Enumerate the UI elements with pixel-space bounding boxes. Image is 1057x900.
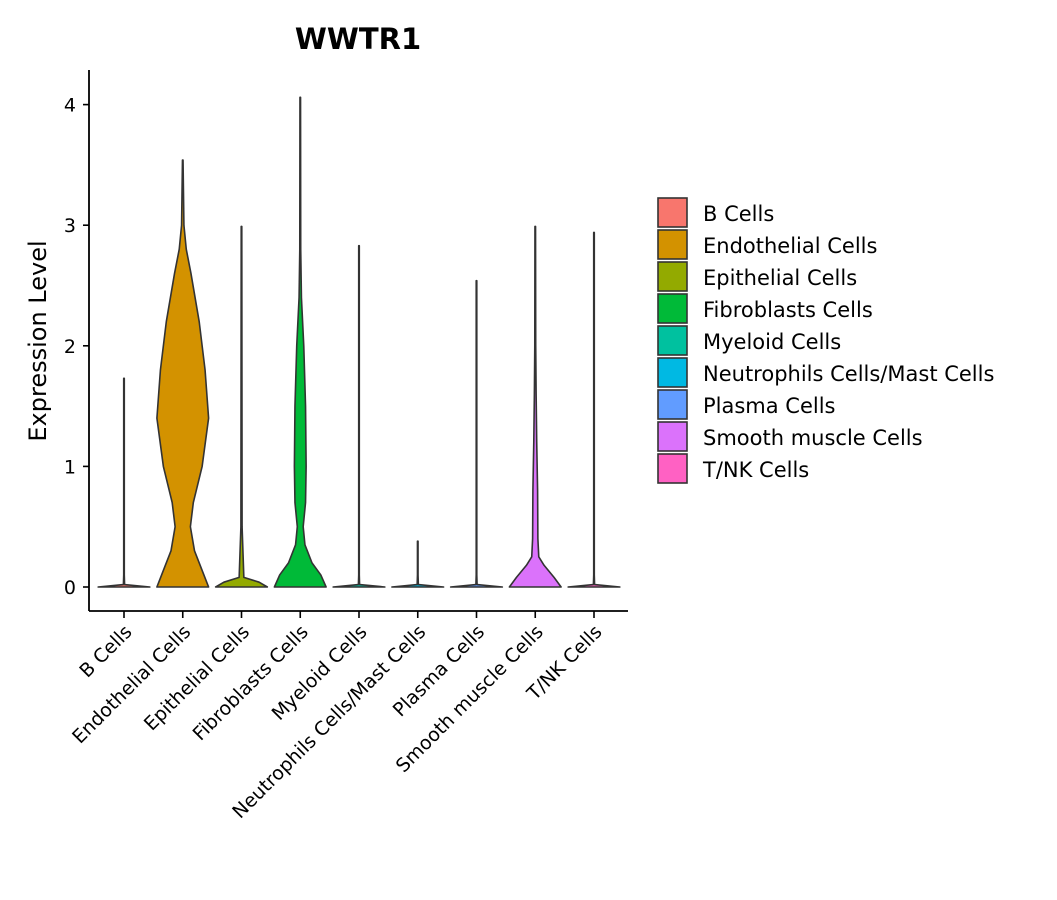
legend-label: Epithelial Cells bbox=[703, 266, 857, 290]
legend: B Cells Endothelial Cells Epithelial Cells… bbox=[657, 197, 994, 484]
legend-label: Plasma Cells bbox=[703, 394, 836, 418]
y-tick-label: 3 bbox=[64, 215, 76, 237]
legend-label: Fibroblasts Cells bbox=[703, 298, 873, 322]
legend-key bbox=[657, 357, 688, 388]
legend-key bbox=[657, 389, 688, 420]
y-tick-label: 0 bbox=[64, 577, 76, 599]
violin-5 bbox=[391, 540, 445, 588]
violin-6 bbox=[449, 279, 504, 588]
y-tick-label: 4 bbox=[64, 95, 76, 117]
violins-group bbox=[97, 96, 621, 588]
violin-4 bbox=[332, 244, 386, 588]
violin-1 bbox=[156, 159, 210, 588]
legend-label: B Cells bbox=[703, 202, 774, 226]
x-tick-label: Epithelial Cells bbox=[140, 621, 254, 735]
y-tick-label: 2 bbox=[64, 336, 76, 358]
violin-2 bbox=[214, 225, 269, 588]
legend-key bbox=[657, 261, 688, 292]
legend-key bbox=[657, 421, 688, 452]
legend-label: Neutrophils Cells/Mast Cells bbox=[703, 362, 994, 386]
violin-7 bbox=[508, 225, 562, 588]
legend-label: T/NK Cells bbox=[702, 458, 809, 482]
legend-label: Myeloid Cells bbox=[703, 330, 841, 354]
legend-label: Endothelial Cells bbox=[703, 234, 877, 258]
legend-key bbox=[657, 197, 688, 228]
violin-3 bbox=[273, 96, 327, 588]
y-tick-label: 1 bbox=[64, 456, 76, 478]
legend-key bbox=[657, 229, 688, 260]
chart-title: WWTR1 bbox=[295, 22, 421, 56]
legend-label: Smooth muscle Cells bbox=[703, 426, 923, 450]
y-axis-title: Expression Level bbox=[24, 240, 52, 441]
legend-key bbox=[657, 293, 688, 324]
violin-0 bbox=[97, 377, 151, 588]
legend-key bbox=[657, 453, 688, 484]
violin-8 bbox=[567, 231, 621, 588]
legend-key bbox=[657, 325, 688, 356]
